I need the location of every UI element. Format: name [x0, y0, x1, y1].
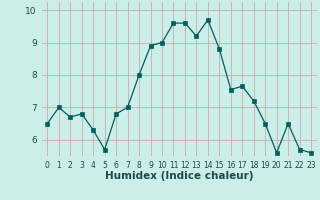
X-axis label: Humidex (Indice chaleur): Humidex (Indice chaleur)	[105, 171, 253, 181]
